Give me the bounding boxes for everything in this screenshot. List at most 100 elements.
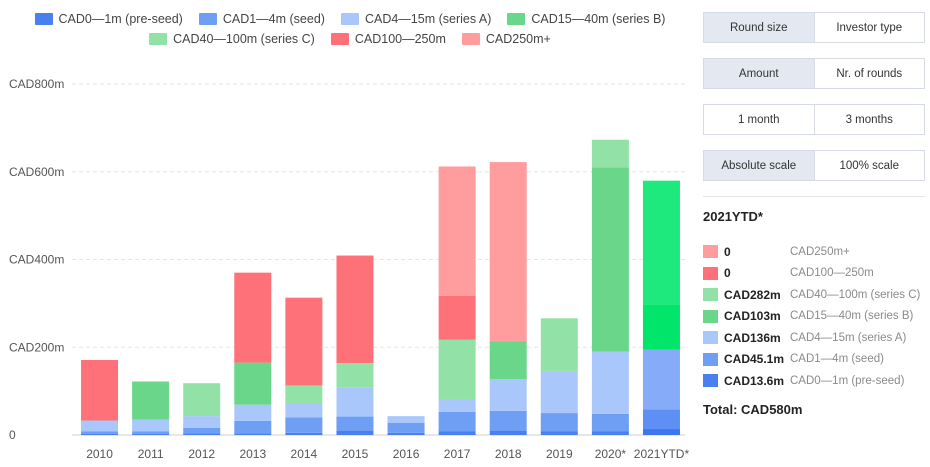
bar-segment[interactable] <box>183 416 221 428</box>
ytd-label: CAD0—1m (pre-seed) <box>790 374 905 387</box>
legend-item-100-250m[interactable]: CAD100—250m <box>330 32 446 46</box>
bar-segment[interactable] <box>438 411 476 432</box>
bar-segment[interactable] <box>234 404 272 421</box>
bar-segment[interactable] <box>234 272 272 363</box>
bar-segment[interactable] <box>234 420 272 434</box>
legend-swatch <box>149 33 168 45</box>
bar-segment[interactable] <box>540 431 578 435</box>
bar-segment[interactable] <box>285 432 323 435</box>
bar-segment[interactable] <box>285 417 323 433</box>
bar-segment[interactable] <box>336 387 374 417</box>
scale-toggle: Absolute scale 100% scale <box>703 150 925 181</box>
legend-label: CAD0—1m (pre-seed) <box>58 12 183 26</box>
bar-segment[interactable] <box>540 370 578 414</box>
legend-swatch <box>198 13 217 25</box>
percent-scale-option[interactable]: 100% scale <box>813 151 925 180</box>
x-tick-label: 2016 <box>393 447 420 461</box>
bar-segment[interactable] <box>387 416 425 423</box>
bar-segment[interactable] <box>336 255 374 364</box>
bar-segment[interactable] <box>336 363 374 388</box>
bar-segment[interactable] <box>132 431 170 434</box>
bar-segment[interactable] <box>132 433 170 435</box>
bar-segment[interactable] <box>642 180 680 305</box>
bar-segment[interactable] <box>183 383 221 417</box>
bar-segment[interactable] <box>81 359 119 421</box>
bar-segment[interactable] <box>387 432 425 435</box>
round-size-option[interactable]: Round size <box>704 13 814 42</box>
three-months-option[interactable]: 3 months <box>813 105 925 134</box>
x-tick-label: 2015 <box>342 447 369 461</box>
y-tick-label: CAD400m <box>9 253 64 267</box>
bar-segment[interactable] <box>81 420 119 432</box>
ytd-value: CAD282m <box>724 287 781 302</box>
x-tick-label: 2013 <box>239 447 266 461</box>
bar-segment[interactable] <box>591 139 629 168</box>
bar-segment[interactable] <box>285 385 323 403</box>
ytd-value: 0 <box>724 244 731 259</box>
bar-segment[interactable] <box>489 379 527 411</box>
nr-rounds-option[interactable]: Nr. of rounds <box>813 59 925 88</box>
x-tick-label: 2014 <box>291 447 318 461</box>
bar-segment[interactable] <box>642 349 680 410</box>
bar-segment[interactable] <box>438 166 476 296</box>
amount-option[interactable]: Amount <box>704 59 814 88</box>
ytd-swatch <box>703 309 718 323</box>
bar-segment[interactable] <box>489 341 527 380</box>
ytd-row: 0 CAD100—250m <box>703 263 925 285</box>
legend-item-pre-seed[interactable]: CAD0—1m (pre-seed) <box>34 12 183 26</box>
ytd-value: CAD13.6m <box>724 373 785 388</box>
bar-segment[interactable] <box>81 431 119 434</box>
ytd-label: CAD40—100m (series C) <box>790 288 921 301</box>
ytd-swatch <box>703 352 718 366</box>
bar-segment[interactable] <box>642 304 680 350</box>
bar-segment[interactable] <box>234 433 272 435</box>
y-tick-label: CAD800m <box>9 77 64 91</box>
bar-segment[interactable] <box>183 433 221 435</box>
bar-segment[interactable] <box>438 399 476 412</box>
bar-segment[interactable] <box>489 430 527 435</box>
bar-segment[interactable] <box>438 295 476 340</box>
legend-item-seed[interactable]: CAD1—4m (seed) <box>198 12 325 26</box>
bar-segment[interactable] <box>540 318 578 371</box>
bar-segment[interactable] <box>285 402 323 418</box>
bar-segment[interactable] <box>285 297 323 386</box>
bar-segment[interactable] <box>642 409 680 430</box>
bar-segment[interactable] <box>387 422 425 433</box>
ytd-label: CAD4—15m (series A) <box>790 331 907 344</box>
bar-segment[interactable] <box>234 362 272 405</box>
chart-legend: CAD0—1m (pre-seed) CAD1—4m (seed) CAD4—1… <box>30 12 670 46</box>
bar-segment[interactable] <box>489 162 527 342</box>
absolute-scale-option[interactable]: Absolute scale <box>704 151 814 180</box>
bar-segment[interactable] <box>591 413 629 432</box>
bar-segment[interactable] <box>336 416 374 431</box>
ytd-label: CAD250m+ <box>790 245 850 258</box>
bar-segment[interactable] <box>489 410 527 431</box>
bar-segment[interactable] <box>540 413 578 432</box>
bar-segment[interactable] <box>642 429 680 435</box>
ytd-swatch <box>703 288 718 302</box>
legend-label: CAD4—15m (series A) <box>364 12 492 26</box>
legend-item-series-a[interactable]: CAD4—15m (series A) <box>340 12 492 26</box>
one-month-option[interactable]: 1 month <box>737 113 780 126</box>
bar-segment[interactable] <box>591 167 629 352</box>
x-tick-label: 2019 <box>546 447 573 461</box>
bar-segment[interactable] <box>591 431 629 435</box>
ytd-row: CAD103m CAD15—40m (series B) <box>703 306 925 328</box>
legend-item-series-c[interactable]: CAD40—100m (series C) <box>149 32 315 46</box>
legend-item-series-b[interactable]: CAD15—40m (series B) <box>507 12 665 26</box>
legend-item-250m-plus[interactable]: CAD250m+ <box>461 32 551 46</box>
investor-type-option[interactable]: Investor type <box>813 13 925 42</box>
bar-segment[interactable] <box>336 430 374 435</box>
bar-segment[interactable] <box>438 339 476 400</box>
bar-segment[interactable] <box>81 433 119 435</box>
ytd-value: CAD136m <box>724 330 781 345</box>
bar-segment[interactable] <box>132 381 170 420</box>
legend-label: CAD250m+ <box>485 32 551 46</box>
legend-label: CAD1—4m (seed) <box>222 12 325 26</box>
bar-segment[interactable] <box>438 431 476 435</box>
x-tick-label: 2021YTD* <box>634 447 690 461</box>
bar-segment[interactable] <box>183 427 221 434</box>
bar-segment[interactable] <box>591 351 629 414</box>
bar-segment[interactable] <box>132 419 170 432</box>
y-tick-label: 0 <box>9 428 16 442</box>
